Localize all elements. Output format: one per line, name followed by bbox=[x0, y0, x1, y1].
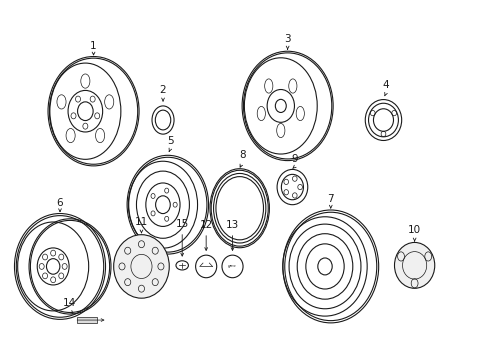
Text: 13: 13 bbox=[225, 220, 239, 230]
Ellipse shape bbox=[113, 235, 169, 298]
Text: 8: 8 bbox=[238, 150, 245, 160]
Text: 2: 2 bbox=[160, 85, 166, 95]
Text: gmc: gmc bbox=[227, 265, 237, 269]
Text: 15: 15 bbox=[175, 219, 188, 229]
Text: 14: 14 bbox=[63, 298, 76, 308]
Text: 7: 7 bbox=[327, 194, 333, 204]
Text: 1: 1 bbox=[90, 41, 97, 51]
Text: 6: 6 bbox=[57, 198, 63, 208]
Text: 5: 5 bbox=[166, 136, 173, 146]
Text: 3: 3 bbox=[284, 34, 290, 44]
Text: 9: 9 bbox=[291, 154, 298, 164]
Text: 11: 11 bbox=[135, 217, 148, 227]
Ellipse shape bbox=[394, 242, 434, 288]
Text: 12: 12 bbox=[199, 220, 212, 230]
Text: 10: 10 bbox=[407, 225, 420, 235]
Text: 4: 4 bbox=[382, 80, 388, 90]
Bar bbox=[77, 317, 97, 323]
